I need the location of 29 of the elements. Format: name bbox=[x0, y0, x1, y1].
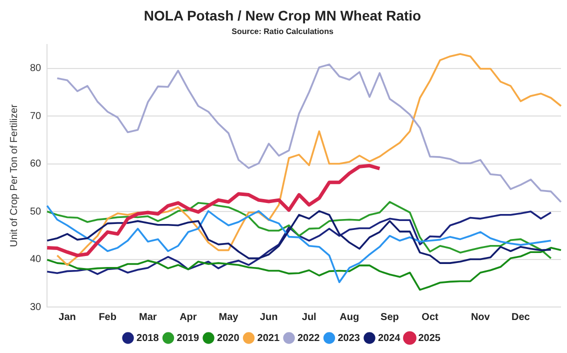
y-tick-label: 40 bbox=[30, 254, 42, 266]
x-tick-label: Feb bbox=[98, 312, 116, 323]
y-axis-title: Unit of Crop Per Ton of Fertilizer bbox=[8, 104, 20, 248]
x-tick-label: Jun bbox=[260, 312, 278, 323]
chart-title: NOLA Potash / New Crop MN Wheat Ratio bbox=[144, 7, 422, 24]
y-tick-label: 80 bbox=[30, 63, 42, 74]
x-tick-label: Sep bbox=[380, 312, 399, 323]
legend-label: 2019 bbox=[176, 332, 200, 344]
legend-label: 2025 bbox=[418, 332, 441, 344]
legend-label: 2020 bbox=[217, 332, 240, 344]
y-tick-label: 60 bbox=[30, 158, 42, 170]
legend-label: 2024 bbox=[378, 332, 401, 344]
y-tick-label: 50 bbox=[30, 206, 42, 218]
x-tick-label: Dec bbox=[512, 312, 530, 323]
legend-label: 2022 bbox=[298, 332, 320, 344]
y-tick-label: 30 bbox=[30, 302, 42, 313]
legend-label: 2018 bbox=[136, 332, 160, 344]
x-tick-label: May bbox=[218, 312, 239, 323]
x-tick-label: Aug bbox=[340, 312, 360, 323]
legend-label: 2023 bbox=[338, 332, 360, 344]
legend-label: 2021 bbox=[257, 332, 280, 344]
chart-subtitle: Source: Ratio Calculations bbox=[232, 26, 334, 36]
x-tick-label: Jan bbox=[58, 312, 76, 323]
x-tick-label: Jul bbox=[302, 312, 317, 323]
x-tick-label: Apr bbox=[180, 312, 197, 323]
y-tick-label: 70 bbox=[30, 110, 42, 122]
x-tick-label: Mar bbox=[138, 312, 157, 323]
x-tick-label: Nov bbox=[470, 312, 490, 323]
x-tick-label: Oct bbox=[422, 312, 440, 323]
